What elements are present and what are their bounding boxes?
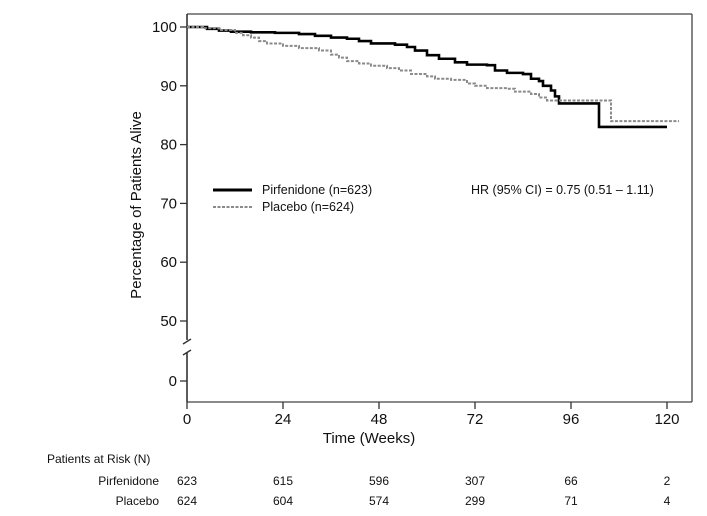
risk-value-pirfenidone-48: 596 (368, 474, 390, 488)
legend-label-placebo: Placebo (n=624) (262, 200, 354, 214)
series-layer (187, 25, 679, 129)
y-axis-break-mark-upper (182, 338, 192, 345)
y-axis-break-mark-lower (182, 349, 192, 356)
risk-value-pirfenidone-72: 307 (464, 474, 486, 488)
x-tick-label-72: 72 (467, 411, 484, 428)
risk-value-pirfenidone-96: 66 (564, 474, 578, 488)
legend-label-pirfenidone: Pirfenidone (n=623) (262, 183, 372, 197)
risk-value-placebo-48: 574 (368, 494, 390, 508)
y-axis-title: Percentage of Patients Alive (128, 111, 145, 299)
y-axis: 0 50 60 70 80 90 100 (152, 14, 192, 402)
risk-value-placebo-24: 604 (272, 494, 294, 508)
legend: Pirfenidone (n=623) Placebo (n=624) (213, 183, 372, 214)
risk-value-placebo-72: 299 (464, 494, 486, 508)
y-tick-label-80: 80 (160, 137, 177, 154)
risk-table-title: Patients at Risk (N) (47, 452, 151, 466)
x-axis-title: Time (Weeks) (323, 430, 416, 447)
plot-frame (187, 13, 693, 403)
x-tick-label-0: 0 (183, 411, 191, 428)
y-tick-label-100: 100 (152, 19, 177, 36)
x-tick-label-48: 48 (371, 411, 388, 428)
series-line-placebo (187, 26, 679, 123)
y-tick-label-0: 0 (169, 373, 177, 390)
hazard-ratio-annotation: HR (95% CI) = 0.75 (0.51 – 1.11) (471, 183, 654, 197)
risk-value-pirfenidone-120: 2 (663, 474, 671, 488)
risk-value-pirfenidone-0: 623 (176, 474, 198, 488)
series-line-pirfenidone (187, 25, 667, 129)
risk-value-placebo-120: 4 (663, 494, 671, 508)
x-tick-label-120: 120 (654, 411, 679, 428)
y-tick-label-50: 50 (160, 313, 177, 330)
y-tick-label-60: 60 (160, 254, 177, 271)
y-tick-label-90: 90 (160, 78, 177, 95)
risk-row-label-placebo: Placebo (115, 494, 159, 508)
risk-value-placebo-0: 624 (176, 494, 198, 508)
y-tick-label-70: 70 (160, 195, 177, 212)
risk-value-placebo-96: 71 (564, 494, 578, 508)
x-axis: 0 24 48 72 96 120 (183, 402, 680, 428)
x-tick-label-24: 24 (275, 411, 292, 428)
risk-row-label-pirfenidone: Pirfenidone (98, 474, 159, 488)
x-tick-label-96: 96 (563, 411, 580, 428)
risk-value-pirfenidone-24: 615 (272, 474, 294, 488)
